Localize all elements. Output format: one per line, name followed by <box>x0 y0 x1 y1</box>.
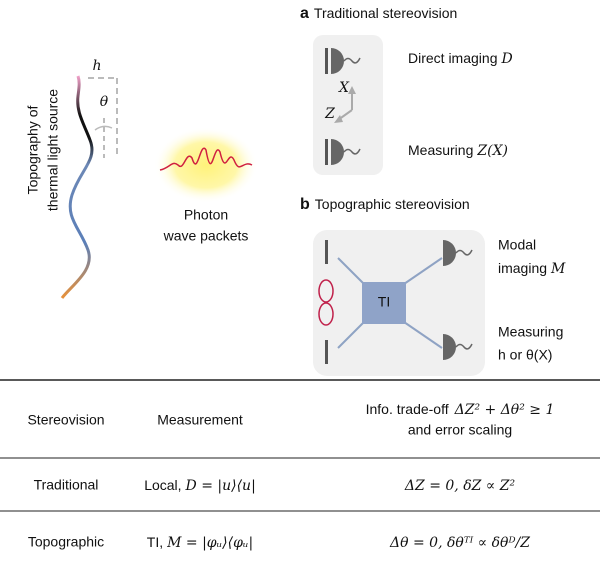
table-header: and error scaling <box>408 422 512 438</box>
z-label: Z <box>324 106 335 122</box>
table-cell: Δθ = 0, δθᵀᴵ ∝ δθᴰ/Z <box>389 535 530 551</box>
detector-text: h or θ(X) <box>498 347 552 363</box>
detector-text: Measuring <box>498 324 563 340</box>
text-part: TI, <box>147 534 163 550</box>
table-header: Measurement <box>157 412 243 428</box>
panel-title: b Topographic stereovision <box>300 196 470 214</box>
math-part: Z(X) <box>476 143 508 159</box>
x-label: X <box>338 80 350 96</box>
mirror <box>325 240 328 264</box>
table-cell: TI,M = |φᵤ⟩⟨φᵤ| <box>147 534 253 551</box>
panel-letter: a <box>300 5 309 22</box>
table-header: Info. trade-off ΔZ² + Δθ² ≥ 1 <box>366 401 555 418</box>
photon-label: wave packets <box>163 228 249 244</box>
math-part: D = |u⟩⟨u| <box>185 478 256 494</box>
panel-name: Topographic stereovision <box>315 196 470 212</box>
figure: Topography of thermal light source h θ P… <box>0 0 600 563</box>
table-cell: ΔZ = 0, δZ ∝ Z² <box>404 478 516 494</box>
math-part: M <box>550 261 566 277</box>
text-part: Local, <box>144 477 181 493</box>
text-part: Info. trade-off <box>366 401 449 417</box>
mirror <box>325 340 328 364</box>
h-label: h <box>92 58 101 74</box>
detector-text: Modal <box>498 237 536 253</box>
label-line: Topography of <box>25 106 41 195</box>
text-part: Measuring <box>408 142 473 158</box>
panel-title: a Traditional stereovision <box>300 5 457 23</box>
ti-label: TI <box>378 294 390 310</box>
table-cell: Local,D = |u⟩⟨u| <box>144 477 256 494</box>
math-part: D <box>500 51 512 67</box>
photon-label: Photon <box>184 207 228 223</box>
label-line: thermal light source <box>45 89 61 211</box>
panel-letter: b <box>300 196 310 213</box>
text-part: Direct imaging <box>408 50 497 66</box>
panel-box <box>313 35 383 175</box>
source-label: Topography of thermal light source <box>25 89 61 211</box>
panel-name: Traditional stereovision <box>314 5 457 21</box>
table-header: Stereovision <box>27 412 104 428</box>
text-part: imaging <box>498 260 547 276</box>
table-cell: Topographic <box>28 534 104 550</box>
math-part: M = |φᵤ⟩⟨φᵤ| <box>166 535 253 551</box>
topography-curve <box>62 76 92 298</box>
theta-label: θ <box>100 94 109 110</box>
math-part: ΔZ² + Δθ² ≥ 1 <box>454 402 555 418</box>
table-cell: Traditional <box>34 477 99 493</box>
